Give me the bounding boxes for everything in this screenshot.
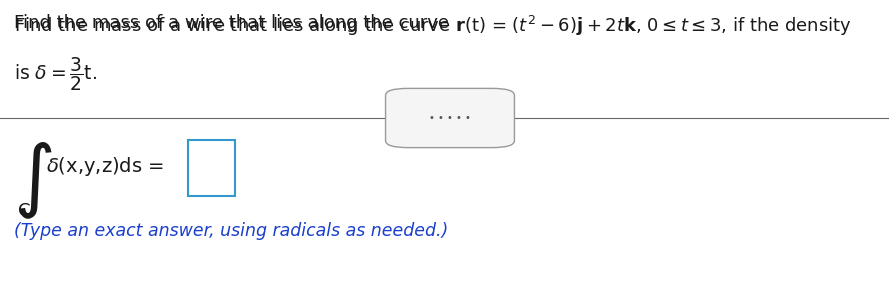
Text: $\delta$(x,y,z)ds =: $\delta$(x,y,z)ds = (46, 155, 166, 178)
Text: Find the mass of a wire that lies along the curve $\mathbf{r}$(t) = $\left(t^2-6: Find the mass of a wire that lies along … (14, 14, 852, 38)
Text: is $\delta = \dfrac{3}{2}$t.: is $\delta = \dfrac{3}{2}$t. (14, 55, 97, 93)
Text: C: C (18, 202, 30, 220)
Text: Find the mass of a wire that lies along the curve: Find the mass of a wire that lies along … (14, 14, 455, 32)
Text: (Type an exact answer, using radicals as needed.): (Type an exact answer, using radicals as… (14, 222, 448, 240)
Text: • • • • •: • • • • • (429, 113, 471, 123)
Text: $\int$: $\int$ (14, 140, 52, 221)
